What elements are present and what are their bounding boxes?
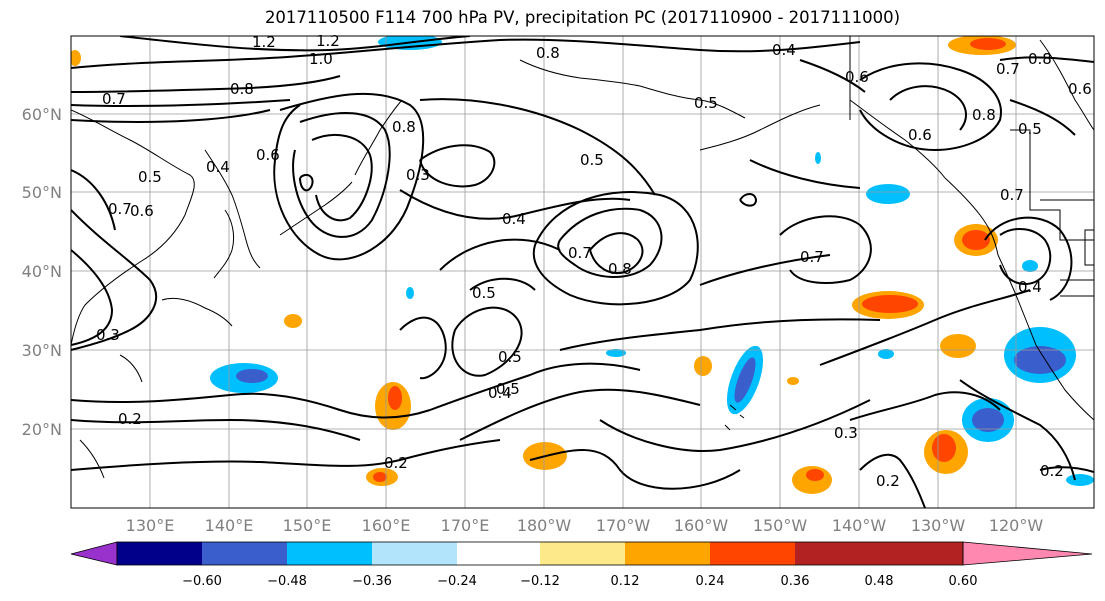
graticule — [71, 36, 1094, 508]
colorbar-segment — [540, 542, 625, 565]
longitude-label: 170°W — [596, 516, 651, 535]
latitude-label: 50°N — [22, 183, 62, 202]
contour-label: 0.7 — [800, 248, 824, 266]
colorbar-tick-label: 0.36 — [781, 574, 810, 589]
contour-label: 0.2 — [1040, 462, 1064, 480]
longitude-label: 150°E — [283, 516, 332, 535]
contour-label: 0.6 — [845, 68, 869, 86]
latitude-label: 60°N — [22, 105, 62, 124]
longitude-label: 160°E — [362, 516, 411, 535]
contour-label: 0.5 — [496, 380, 520, 398]
longitude-label: 160°W — [674, 516, 729, 535]
contour-label: 0.5 — [1018, 120, 1042, 138]
contour-label: 0.6 — [908, 126, 932, 144]
longitude-label: 130°E — [126, 516, 175, 535]
colorbar-segment — [625, 542, 710, 565]
contour-label: 0.7 — [996, 60, 1020, 78]
longitude-label: 170°E — [441, 516, 490, 535]
contour-label: 0.6 — [130, 202, 154, 220]
contour-label: 0.4 — [488, 384, 512, 402]
contour-label: 0.3 — [406, 166, 430, 184]
contour-label: 0.7 — [108, 200, 132, 218]
colorbar-tick-label: −0.48 — [267, 574, 307, 589]
colorbar-extend-right — [962, 541, 1093, 566]
colorbar: −0.60 −0.48 −0.36 −0.24 −0.12 0.12 0.24 … — [70, 541, 1093, 589]
contour-label: 0.4 — [502, 210, 526, 228]
coastlines — [71, 36, 1094, 479]
contour-label: 0.2 — [384, 454, 408, 472]
pv-contours — [71, 36, 1094, 508]
contour-label: 0.4 — [772, 41, 796, 59]
contour-label: 1.2 — [316, 32, 340, 50]
contour-label: 0.8 — [1028, 50, 1052, 68]
contour-label: 0.3 — [834, 424, 858, 442]
contour-label: 0.8 — [230, 80, 254, 98]
contour-label: 0.5 — [138, 168, 162, 186]
contour-label: 0.3 — [96, 326, 120, 344]
contour-label: 1.0 — [309, 50, 333, 68]
longitude-label: 130°W — [911, 516, 966, 535]
contour-label: 0.8 — [972, 106, 996, 124]
colorbar-segment — [117, 542, 202, 565]
colorbar-segment — [710, 542, 795, 565]
contour-label: 0.6 — [256, 146, 280, 164]
contour-label: 0.4 — [1018, 278, 1042, 296]
contour-label: 0.7 — [568, 244, 592, 262]
colorbar-tick-label: −0.60 — [182, 574, 222, 589]
colorbar-segment — [287, 542, 372, 565]
contour-label: 0.8 — [392, 118, 416, 136]
contour-label: 0.5 — [580, 151, 604, 169]
colorbar-segment — [202, 542, 287, 565]
colorbar-tick-label: 0.24 — [696, 574, 725, 589]
contour-label: 0.2 — [118, 410, 142, 428]
contour-label: 0.2 — [876, 472, 900, 490]
longitude-label: 180°W — [517, 516, 572, 535]
colorbar-tick-label: 0.48 — [865, 574, 894, 589]
longitude-label: 120°W — [989, 516, 1044, 535]
latitude-label: 40°N — [22, 262, 62, 281]
map-frame — [70, 35, 1095, 509]
contour-label: 1.2 — [252, 33, 276, 51]
contour-label: 0.8 — [608, 260, 632, 278]
longitude-label: 140°W — [832, 516, 887, 535]
colorbar-segment — [795, 542, 879, 565]
longitude-labels: 130°E 140°E 150°E 160°E 170°E 180°W 170°… — [126, 516, 1044, 535]
contour-label: 0.4 — [206, 158, 230, 176]
colorbar-tick-label: −0.12 — [520, 574, 560, 589]
contour-label: 0.6 — [1068, 80, 1092, 98]
latitude-label: 30°N — [22, 341, 62, 360]
colorbar-frame — [116, 541, 964, 566]
longitude-label: 140°E — [205, 516, 254, 535]
contour-label: 0.7 — [1000, 186, 1024, 204]
contour-labels: 1.2 1.2 1.0 0.8 0.8 0.7 0.4 0.6 0.4 0.5 … — [96, 32, 1092, 490]
longitude-label: 150°W — [753, 516, 808, 535]
map-title: 2017110500 F114 700 hPa PV, precipitatio… — [264, 8, 901, 27]
contour-label: 0.7 — [102, 90, 126, 108]
colorbar-tick-label: −0.24 — [437, 574, 477, 589]
latitude-labels: 60°N 50°N 40°N 30°N 20°N — [22, 105, 62, 439]
latitude-label: 20°N — [22, 420, 62, 439]
colorbar-segment — [457, 542, 540, 565]
contour-label: 0.8 — [536, 44, 560, 62]
contour-label: 0.5 — [472, 284, 496, 302]
colorbar-tick-label: 0.12 — [611, 574, 640, 589]
contour-label: 0.5 — [694, 94, 718, 112]
colorbar-segment — [879, 542, 963, 565]
contour-label: 0.5 — [498, 348, 522, 366]
colorbar-extend-left — [70, 541, 118, 566]
colorbar-segment — [372, 542, 457, 565]
colorbar-tick-label: −0.36 — [352, 574, 392, 589]
colorbar-tick-label: 0.60 — [949, 574, 978, 589]
